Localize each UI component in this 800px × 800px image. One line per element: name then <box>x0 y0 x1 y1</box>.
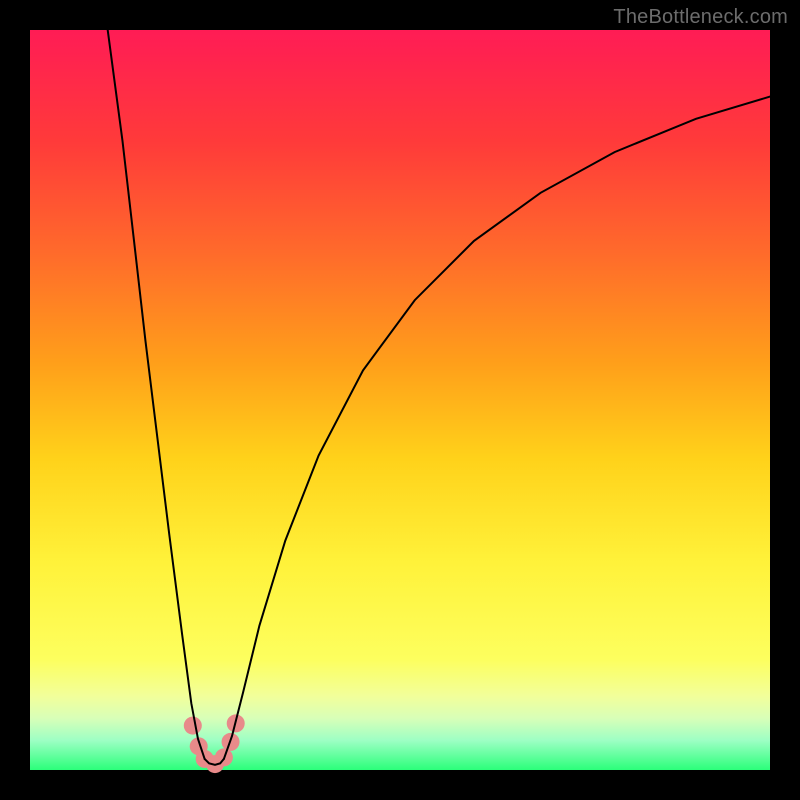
marker-dot <box>184 717 202 735</box>
bottleneck-chart <box>0 0 800 800</box>
watermark-text: TheBottleneck.com <box>613 6 788 29</box>
plot-background <box>30 30 770 770</box>
chart-container: TheBottleneck.com <box>0 0 800 800</box>
